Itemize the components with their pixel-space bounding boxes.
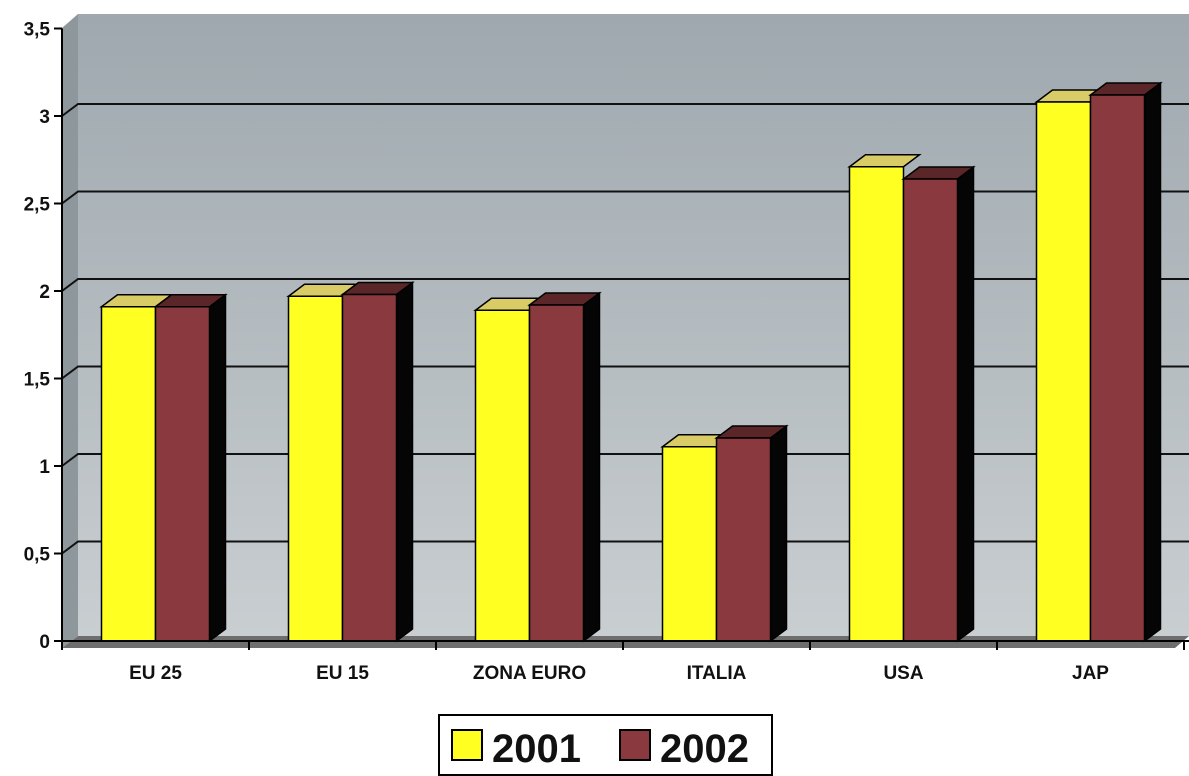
- gridline: [61, 365, 1189, 380]
- legend-box: [438, 714, 773, 776]
- y-tick-label: 3: [39, 107, 50, 128]
- bar-front: [848, 166, 905, 642]
- legend-swatch: [619, 729, 651, 761]
- y-tick-label: 0: [39, 632, 50, 653]
- bar-front: [1035, 101, 1092, 642]
- gridline: [61, 278, 1189, 292]
- gridline: [61, 190, 1189, 205]
- x-tick-label: USA: [883, 663, 923, 684]
- bar-side: [395, 281, 414, 643]
- bar: [901, 165, 976, 643]
- bar-front: [341, 293, 398, 642]
- bars: [99, 81, 1163, 643]
- x-tick-label: JAP: [1072, 663, 1109, 684]
- x-tick-label: ZONA EURO: [473, 663, 586, 684]
- gridline: [61, 103, 1189, 117]
- y-tick-label: 1: [39, 457, 50, 478]
- plot-side-wall: [62, 14, 78, 648]
- bar: [1088, 81, 1163, 643]
- bar: [340, 281, 415, 643]
- bar-front: [474, 309, 531, 642]
- bar-front: [287, 295, 344, 642]
- gridlines: [61, 103, 1189, 555]
- legend: 2001 2002: [438, 714, 773, 776]
- bar-front: [715, 437, 772, 642]
- bar-side: [1143, 81, 1162, 643]
- y-tick-label: 2,5: [24, 195, 51, 216]
- bar-front: [100, 306, 157, 642]
- bar: [153, 293, 228, 643]
- bar-side: [208, 293, 227, 643]
- legend-swatch: [451, 729, 483, 761]
- x-axis: EU 25 EU 15 ZONA EURO ITALIA USA JAP: [61, 640, 1189, 684]
- legend-label: 2001: [492, 727, 581, 771]
- bar: [1034, 89, 1109, 642]
- bar-side: [956, 165, 975, 643]
- x-tick-label: ITALIA: [687, 663, 747, 684]
- y-axis: 0 0,5 1 1,5 2 2,5 3 3,5: [24, 20, 63, 653]
- bar-front: [902, 178, 959, 642]
- y-tick-label: 0,5: [24, 545, 51, 566]
- x-tick-label: EU 15: [316, 663, 369, 684]
- y-tick-label: 1,5: [24, 370, 51, 391]
- plot-back-wall: [78, 14, 1189, 636]
- bar: [473, 297, 548, 642]
- gridline: [61, 453, 1189, 467]
- bar-side: [582, 291, 601, 643]
- y-tick-label: 3,5: [24, 20, 51, 41]
- bar-front: [154, 306, 211, 642]
- bar-front: [661, 446, 718, 642]
- bar: [527, 291, 602, 643]
- bar-front: [1089, 94, 1146, 642]
- bar: [286, 283, 361, 642]
- y-tick-label: 2: [39, 282, 50, 303]
- x-tick-label: EU 25: [129, 663, 182, 684]
- bar-front: [528, 304, 585, 642]
- legend-label: 2002: [660, 727, 749, 771]
- bar-side: [769, 424, 788, 643]
- gridline: [61, 540, 1189, 555]
- bar: [714, 424, 789, 643]
